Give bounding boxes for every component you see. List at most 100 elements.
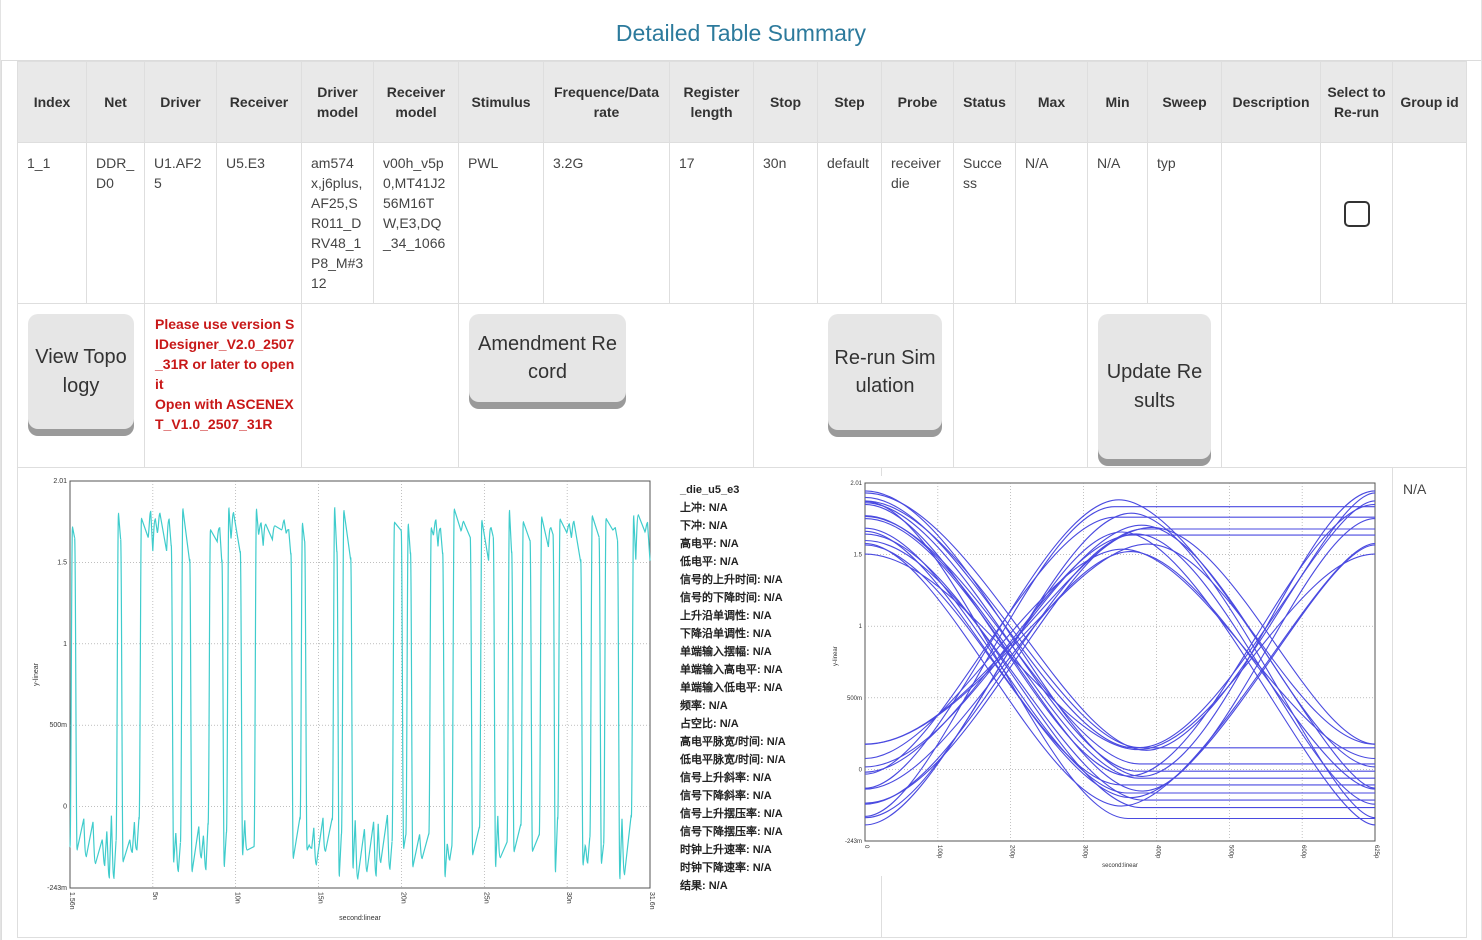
column-header: Receiver model: [373, 61, 459, 143]
cell-index: 1_1: [27, 155, 51, 171]
measurement-item: 信号下降斜率: N/A: [680, 790, 772, 802]
x-tick-label: 100p: [936, 845, 942, 859]
table-row: 1_1 DDR_D0 U1.AF25 U5.E3 am574x,j6plus,A…: [17, 142, 1467, 304]
eye-trace: [864, 533, 1376, 805]
cell-description: [1223, 144, 1320, 154]
eye-trace: [864, 515, 1375, 765]
eye-trace: [864, 528, 1375, 804]
cell-min: N/A: [1097, 155, 1121, 171]
eye-trace: [864, 516, 1375, 775]
y-tick-label: 2.01: [53, 478, 67, 485]
cell-receiver-model: v00h_v5p0,MT41J256M16TW,E3,DQ_34_1066: [383, 155, 446, 251]
cell-stop: 30n: [763, 155, 787, 171]
y-tick-label: 2.01: [850, 481, 862, 487]
measurement-item: 上冲: N/A: [680, 502, 728, 514]
cell-driver: U1.AF25: [154, 155, 202, 191]
x-tick-label: 400p: [1154, 845, 1160, 859]
y-tick-label: 500m: [847, 696, 862, 702]
cell-frequence: 3.2G: [553, 155, 584, 171]
measurement-item: 下冲: N/A: [680, 520, 728, 532]
measurement-item: 结果: N/A: [680, 880, 728, 892]
column-header: Select to Re-run: [1320, 61, 1393, 143]
cell-sweep: typ: [1157, 155, 1176, 171]
cell-max: N/A: [1025, 155, 1049, 171]
y-tick-label: 1: [859, 624, 863, 630]
waveform-grid: [70, 481, 650, 888]
column-header: Min: [1087, 61, 1148, 143]
column-header: Stimulus: [458, 61, 544, 143]
rerun-simulation-button[interactable]: Re-run Simulation: [828, 314, 942, 430]
eye-trace: [864, 524, 1376, 768]
measurement-item: 高电平脉宽/时间: N/A: [680, 736, 786, 748]
eye-xlabel: second:linear: [1102, 863, 1138, 869]
column-header: Sweep: [1147, 61, 1222, 143]
measurement-title: _die_u5_e3: [680, 484, 740, 496]
cell-register-length: 17: [679, 155, 695, 171]
column-header: Step: [817, 61, 882, 143]
measurement-list: _die_u5_e3 上冲: N/A 下冲: N/A 高电平: N/A 低电平: N/…: [680, 481, 815, 895]
eye-trace: [864, 502, 1375, 772]
waveform-y-ticks: 2.01 1.5 1 500m 0 -243m: [47, 478, 67, 892]
eye-trace: [864, 530, 1375, 786]
measurement-item: 下降沿单调性: N/A: [680, 628, 772, 640]
cell-step: default: [827, 155, 870, 171]
measurement-item: 单端输入摆幅: N/A: [680, 646, 772, 658]
measurement-item: 高电平: N/A: [680, 538, 739, 550]
eye-trace: [864, 551, 1376, 790]
eye-trace: [864, 496, 1375, 749]
amendment-record-button[interactable]: Amendment Record: [469, 314, 626, 402]
view-topology-button[interactable]: View Topology: [28, 314, 134, 429]
column-header: Index: [17, 61, 87, 143]
x-tick-label: 5n: [151, 892, 158, 900]
column-header: Group id: [1392, 61, 1467, 143]
x-tick-label: 31.6n: [648, 892, 655, 910]
cell-stimulus: PWL: [468, 155, 499, 171]
measurement-item: 单端输入低电平: N/A: [680, 682, 783, 694]
table-header-row: Index Net Driver Receiver Driver model R…: [17, 61, 1467, 143]
eye-trace: [864, 543, 1376, 807]
eye-trace: [864, 490, 1376, 777]
eye-trace: [864, 506, 1375, 817]
eye-ylabel: y-linear: [833, 646, 839, 666]
cell-receiver: U5.E3: [226, 155, 265, 171]
eye-trace: [864, 499, 1376, 789]
eye-y-ticks: 2.01 1.5 1 500m 0 -243m: [845, 481, 863, 845]
eye-trace: [864, 548, 1376, 760]
eye-trace: [864, 492, 1376, 751]
waveform-xlabel: second:linear: [339, 915, 381, 922]
column-header: Stop: [753, 61, 818, 143]
eye-trace: [864, 544, 1376, 799]
column-header: Driver model: [301, 61, 374, 143]
eye-trace: [864, 531, 1376, 826]
x-tick-label: 15n: [317, 892, 324, 904]
column-header: Probe: [881, 61, 954, 143]
column-header: Frequence/Data rate: [543, 61, 670, 143]
y-tick-label: -243m: [47, 885, 67, 892]
cell-status: Success: [963, 155, 1002, 191]
eye-trace: [864, 526, 1376, 745]
measurement-item: 信号的下降时间: N/A: [680, 592, 783, 604]
update-results-button[interactable]: Update Results: [1098, 314, 1211, 459]
waveform-x-ticks: 1.56n 5n 10n 15n 20n 25n 30n 31.6n: [68, 892, 655, 910]
eye-trace: [864, 515, 1375, 779]
x-tick-label: 0: [863, 845, 869, 849]
rerun-checkbox[interactable]: [1343, 201, 1370, 227]
column-header: Status: [953, 61, 1016, 143]
column-header: Driver: [144, 61, 217, 143]
group-result-value: N/A: [1403, 481, 1427, 497]
waveform-line: [69, 506, 651, 880]
column-header: Net: [86, 61, 145, 143]
column-header: Description: [1221, 61, 1321, 143]
y-tick-label: 0: [63, 804, 67, 811]
y-tick-label: 1.5: [57, 559, 67, 566]
version-warning: Please use version SIDesigner_V2.0_2507_…: [155, 316, 295, 432]
eye-traces: [864, 490, 1376, 826]
measurement-item: 信号下降摆压率: N/A: [680, 826, 783, 838]
eye-trace: [864, 518, 1376, 792]
measurement-item: 信号上升摆压率: N/A: [680, 808, 783, 820]
eye-trace: [864, 543, 1376, 745]
cell-net: DDR_D0: [96, 155, 135, 191]
y-tick-label: 500m: [49, 722, 67, 729]
y-tick-label: 1: [63, 641, 67, 648]
x-tick-label: 500p: [1227, 845, 1233, 859]
